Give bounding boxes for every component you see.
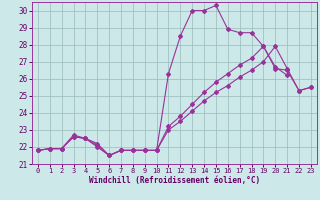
X-axis label: Windchill (Refroidissement éolien,°C): Windchill (Refroidissement éolien,°C): [89, 176, 260, 185]
